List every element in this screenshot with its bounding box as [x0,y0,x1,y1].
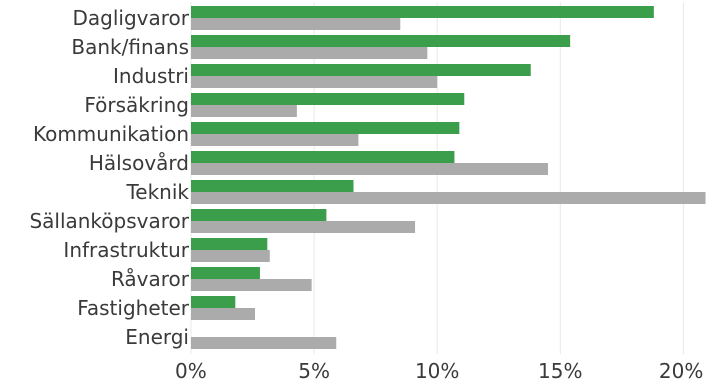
category-label-10: Fastigheter [77,296,190,320]
bar-green-2 [191,64,531,76]
category-label-4: Kommunikation [33,122,189,146]
bar-green-9 [191,267,260,279]
x-tick-label-3: 15% [538,359,582,383]
category-label-1: Bank/finans [71,35,189,59]
bar-gray-8 [191,250,270,262]
x-tick-labels: 0% 5% 10% 15% 20% [175,359,703,383]
category-label-6: Teknik [125,180,189,204]
bar-gray-2 [191,76,438,88]
bar-gray-9 [191,279,312,291]
category-label-7: Sällanköpsvaror [29,209,189,233]
bars [191,6,706,349]
category-label-2: Industri [113,64,189,88]
bar-green-4 [191,122,460,134]
bar-gray-10 [191,308,256,320]
bar-gray-5 [191,163,548,175]
category-labels: Dagligvaror Bank/finans Industri Försäkring… [29,6,189,349]
category-label-0: Dagligvaror [73,6,190,30]
category-label-3: Försäkring [84,93,189,117]
category-label-9: Råvaror [111,267,190,291]
bar-gray-7 [191,221,416,233]
bar-green-1 [191,35,571,47]
category-label-11: Energi [125,325,189,349]
bar-gray-6 [191,192,706,204]
x-tick-label-4: 20% [659,359,703,383]
bar-gray-1 [191,47,428,59]
bar-green-6 [191,180,354,192]
bar-green-7 [191,209,327,221]
bar-green-5 [191,151,455,163]
bar-green-0 [191,6,654,18]
category-label-8: Infrastruktur [63,238,189,262]
category-label-5: Hälsovård [89,151,189,175]
x-tick-label-0: 0% [175,359,207,383]
bar-gray-4 [191,134,359,146]
bar-gray-3 [191,105,297,117]
grid-lines [190,2,684,354]
x-tick-label-1: 5% [298,359,330,383]
bar-green-10 [191,296,236,308]
bar-gray-0 [191,18,401,30]
bar-green-3 [191,93,465,105]
bar-green-8 [191,238,268,250]
x-tick-label-2: 10% [415,359,459,383]
bar-gray-11 [191,337,337,349]
